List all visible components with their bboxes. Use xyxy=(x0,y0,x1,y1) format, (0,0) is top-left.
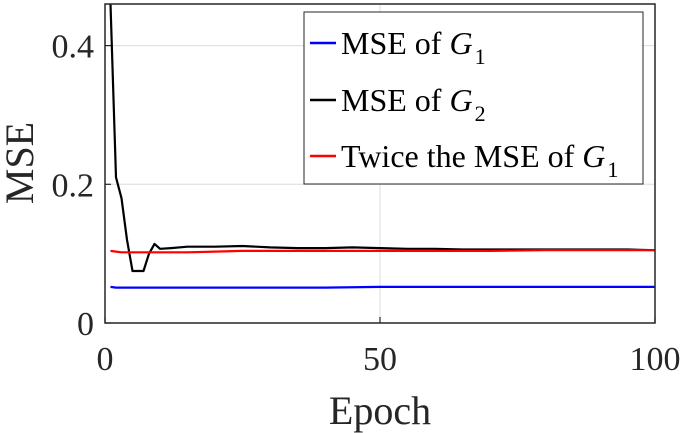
legend-box xyxy=(303,11,644,185)
legend: MSE of G1 MSE of G2 Twice the MSE of G1 xyxy=(303,11,644,185)
series-line-1 xyxy=(110,285,655,289)
y-axis-label: MSE xyxy=(0,122,42,204)
series-line-3 xyxy=(110,249,655,254)
x-tick-label: 50 xyxy=(363,341,397,378)
series-lines xyxy=(109,4,655,289)
x-axis-label: Epoch xyxy=(329,388,431,433)
x-tick-label: 0 xyxy=(97,341,114,378)
x-tick-label: 100 xyxy=(630,341,681,378)
legend-label-2: MSE of G2 xyxy=(341,82,486,126)
y-tick-label: 0.4 xyxy=(52,29,95,66)
y-tick-label: 0.2 xyxy=(52,167,95,204)
axis-ticks: 0 50 100 0 0.2 0.4 xyxy=(52,29,681,378)
y-tick-label: 0 xyxy=(77,306,94,343)
legend-label-1: MSE of G1 xyxy=(341,25,486,69)
legend-label-3: Twice the MSE of G1 xyxy=(341,138,618,182)
